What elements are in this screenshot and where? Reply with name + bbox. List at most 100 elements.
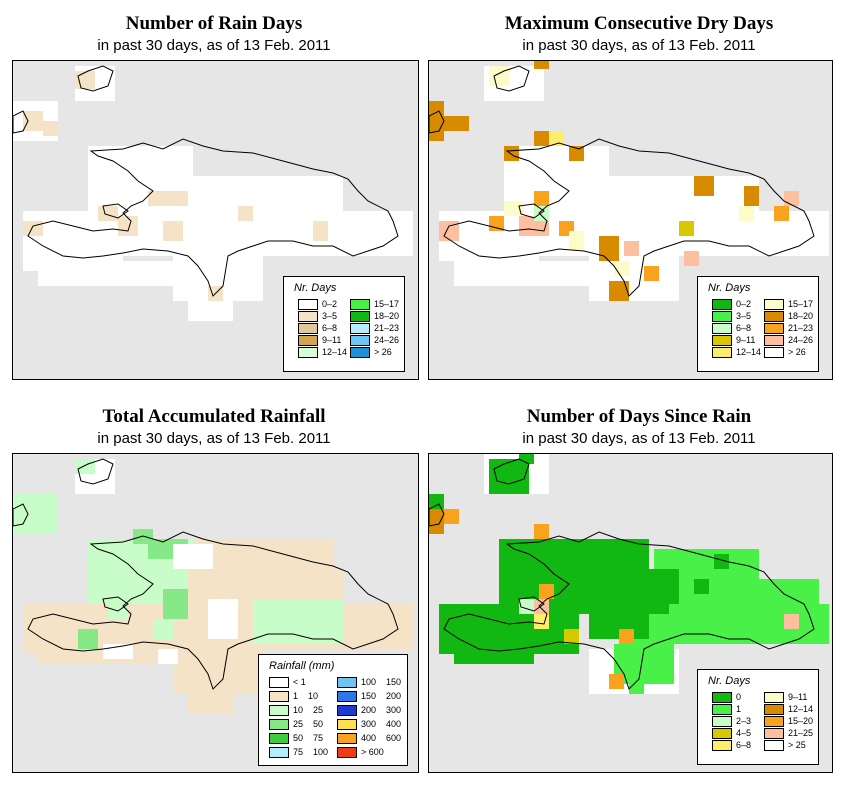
cells-orange-dark xyxy=(429,509,444,534)
legend-label: 150 200 xyxy=(361,691,402,701)
legend-label: 21–23 xyxy=(374,323,400,333)
legend-label: 200 300 xyxy=(361,705,402,715)
legend-label: 9–11 xyxy=(322,335,342,345)
legend-swatch xyxy=(712,347,732,358)
panel-subtitle: in past 30 days, as of 13 Feb. 2011 xyxy=(97,430,331,447)
legend-label: 2–3 xyxy=(736,716,752,726)
legend-label: 3–5 xyxy=(322,311,338,321)
legend-label: 3–5 xyxy=(736,311,752,321)
legend-label: 0–2 xyxy=(322,299,338,309)
cells-lightgreen xyxy=(534,206,549,221)
panel-subtitle: in past 30 days, as of 13 Feb. 2011 xyxy=(522,430,756,447)
legend-swatch xyxy=(712,335,732,346)
legend-swatch xyxy=(712,311,732,322)
legend-swatch xyxy=(764,299,784,310)
legend-swatch xyxy=(298,323,318,334)
map-svg xyxy=(13,458,413,714)
legend-label: 75 100 xyxy=(293,747,329,757)
panel-subtitle: in past 30 days, as of 13 Feb. 2011 xyxy=(522,37,756,54)
legend-swatch xyxy=(712,704,732,715)
map-area: Nr. Days 0–2 3–5 6–8 9–11 12–14 xyxy=(12,60,419,380)
legend-label: 6–8 xyxy=(736,740,752,750)
legend-swatch xyxy=(764,740,784,751)
legend-swatch xyxy=(764,323,784,334)
legend-swatch xyxy=(337,747,357,758)
legend-label: 1 xyxy=(736,704,742,714)
legend-title: Nr. Days xyxy=(708,675,751,687)
legend-label: 24–26 xyxy=(788,335,814,345)
cells-orange-dark xyxy=(429,61,759,301)
legend: Rainfall (mm) < 1 1 10 10 25 25 50 50 75 xyxy=(258,654,408,766)
panel-subtitle: in past 30 days, as of 13 Feb. 2011 xyxy=(97,37,331,54)
legend-swatch xyxy=(764,704,784,715)
panel-rain-days: Number of Rain Days in past 30 days, as … xyxy=(0,0,428,390)
cells-yellow xyxy=(549,131,564,146)
legend-swatch xyxy=(298,347,318,358)
map-svg xyxy=(13,65,413,321)
panel-title: Maximum Consecutive Dry Days xyxy=(504,13,774,34)
legend-swatch xyxy=(337,691,357,702)
cells-lightgreen xyxy=(13,459,343,644)
legend-label: 15–20 xyxy=(788,716,814,726)
legend-swatch xyxy=(712,740,732,751)
legend-swatch xyxy=(712,728,732,739)
legend-label: 21–25 xyxy=(788,728,814,738)
legend-label: 15–17 xyxy=(788,299,814,309)
legend-label: 6–8 xyxy=(736,323,752,333)
legend-label: 50 75 xyxy=(293,733,324,743)
legend-swatch xyxy=(350,323,370,334)
legend-label: 0 xyxy=(736,692,742,702)
legend-swatch xyxy=(269,705,289,716)
legend-swatch xyxy=(764,716,784,727)
legend-label: 21–23 xyxy=(788,323,814,333)
legend-swatch xyxy=(298,299,318,310)
legend-swatch xyxy=(712,716,732,727)
legend-swatch xyxy=(337,705,357,716)
legend-swatch xyxy=(269,747,289,758)
panel-days-since-rain: Number of Days Since Rain in past 30 day… xyxy=(425,395,853,793)
panel-title: Number of Rain Days xyxy=(125,13,303,34)
panel-dry-days: Maximum Consecutive Dry Days in past 30 … xyxy=(425,0,853,390)
island-outline xyxy=(13,458,399,690)
legend-label: 12–14 xyxy=(736,347,762,357)
cells-green-dark xyxy=(429,454,729,664)
legend-label: > 26 xyxy=(374,347,392,357)
legend-label: 9–11 xyxy=(736,335,756,345)
map-svg xyxy=(429,61,829,301)
legend-swatch xyxy=(712,323,732,334)
cells-white xyxy=(103,544,238,664)
legend-swatch xyxy=(350,335,370,346)
legend-swatch xyxy=(764,728,784,739)
legend-title: Rainfall (mm) xyxy=(269,660,335,672)
legend-label: 300 400 xyxy=(361,719,402,729)
legend: Nr. Days 0–2 3–5 6–8 9–11 12–14 xyxy=(283,276,405,372)
cells-pale-yellow xyxy=(489,66,754,276)
legend-swatch xyxy=(269,677,289,688)
cells-tan xyxy=(23,71,328,301)
legend-swatch xyxy=(764,311,784,322)
legend-swatch xyxy=(764,335,784,346)
legend-swatch xyxy=(712,692,732,703)
legend-label: < 1 xyxy=(293,677,306,687)
map-area: Nr. Days 0 1 2–3 4–5 6–8 xyxy=(428,453,833,773)
legend-title: Nr. Days xyxy=(294,282,337,294)
legend: Nr. Days 0–2 3–5 6–8 9–11 12–14 xyxy=(697,276,819,372)
legend-swatch xyxy=(269,733,289,744)
legend-label: 25 50 xyxy=(293,719,324,729)
legend-title: Nr. Days xyxy=(708,282,751,294)
legend-label: 4–5 xyxy=(736,728,752,738)
cells-yellow xyxy=(534,614,549,629)
legend-swatch xyxy=(350,347,370,358)
legend-label: 15–17 xyxy=(374,299,400,309)
legend-label: 24–26 xyxy=(374,335,400,345)
legend-label: 10 25 xyxy=(293,705,324,715)
legend-swatch xyxy=(350,311,370,322)
island-outline xyxy=(429,65,815,297)
legend-swatch xyxy=(337,733,357,744)
legend-swatch xyxy=(764,692,784,703)
legend-label: 12–14 xyxy=(322,347,348,357)
land-cells xyxy=(439,66,829,301)
legend-swatch xyxy=(337,677,357,688)
legend-label: 6–8 xyxy=(322,323,338,333)
legend-swatch xyxy=(337,719,357,730)
